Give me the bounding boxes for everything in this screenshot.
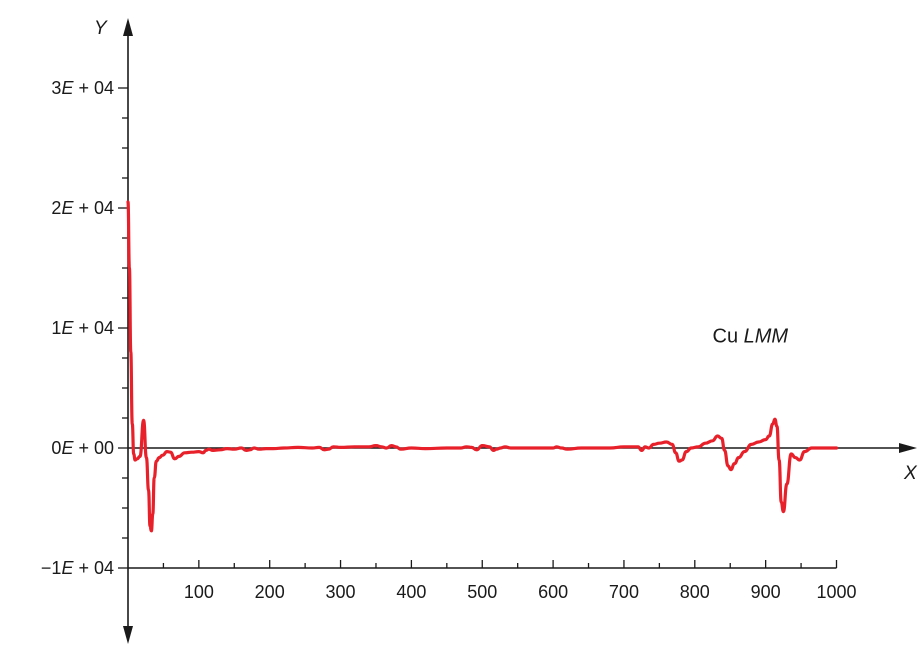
axes [118, 18, 917, 644]
y-tick-label-exp-mark: E [61, 558, 74, 578]
y-tick-label-exp-mark: E [61, 318, 74, 338]
labels: Y X Cu LMM 100 200 300 400 500 600 700 800 900 10… [41, 18, 918, 602]
y-tick-label: −1E + 04 [41, 558, 114, 578]
y-tick-label-mantissa: 1 [51, 318, 61, 338]
annotation-italic: LMM [744, 325, 789, 347]
x-axis-arrow [899, 443, 917, 453]
x-tick-label: 800 [680, 582, 710, 602]
y-tick-label-exponent: + 04 [73, 78, 114, 98]
y-axis-arrow-up [123, 18, 133, 36]
y-tick-label-mantissa: −1 [41, 558, 62, 578]
x-axis-label: X [903, 463, 918, 484]
x-tick-label: 700 [609, 582, 639, 602]
y-tick-label-exponent: + 04 [73, 318, 114, 338]
y-tick-label: 3E + 04 [51, 78, 114, 98]
chart-annotation: Cu LMM [713, 325, 789, 347]
y-axis-arrow-down [123, 626, 133, 644]
x-tick-label: 200 [255, 582, 285, 602]
y-tick-label: 1E + 04 [51, 318, 114, 338]
y-tick-label-mantissa: 0 [51, 438, 61, 458]
x-tick-label: 600 [538, 582, 568, 602]
x-tick-label: 1000 [816, 582, 856, 602]
annotation-prefix: Cu [713, 325, 744, 347]
y-tick-label-exp-mark: E [61, 438, 74, 458]
y-tick-label-exp-mark: E [61, 198, 74, 218]
series-group [126, 200, 839, 533]
y-tick-label: 2E + 04 [51, 198, 114, 218]
y-tick-label-exponent: + 04 [73, 558, 114, 578]
y-tick-label-mantissa: 2 [51, 198, 61, 218]
series-line [126, 200, 839, 533]
x-tick-label: 500 [467, 582, 497, 602]
y-tick-label-exponent: + 00 [73, 438, 114, 458]
x-tick-label: 400 [396, 582, 426, 602]
x-tick-label: 300 [326, 582, 356, 602]
y-tick-label-exponent: + 04 [73, 198, 114, 218]
y-tick-label-mantissa: 3 [51, 78, 61, 98]
x-tick-label: 100 [184, 582, 214, 602]
y-tick-label-exp-mark: E [61, 78, 74, 98]
y-axis-label: Y [94, 18, 108, 39]
y-tick-label: 0E + 00 [51, 438, 114, 458]
x-tick-label: 900 [751, 582, 781, 602]
